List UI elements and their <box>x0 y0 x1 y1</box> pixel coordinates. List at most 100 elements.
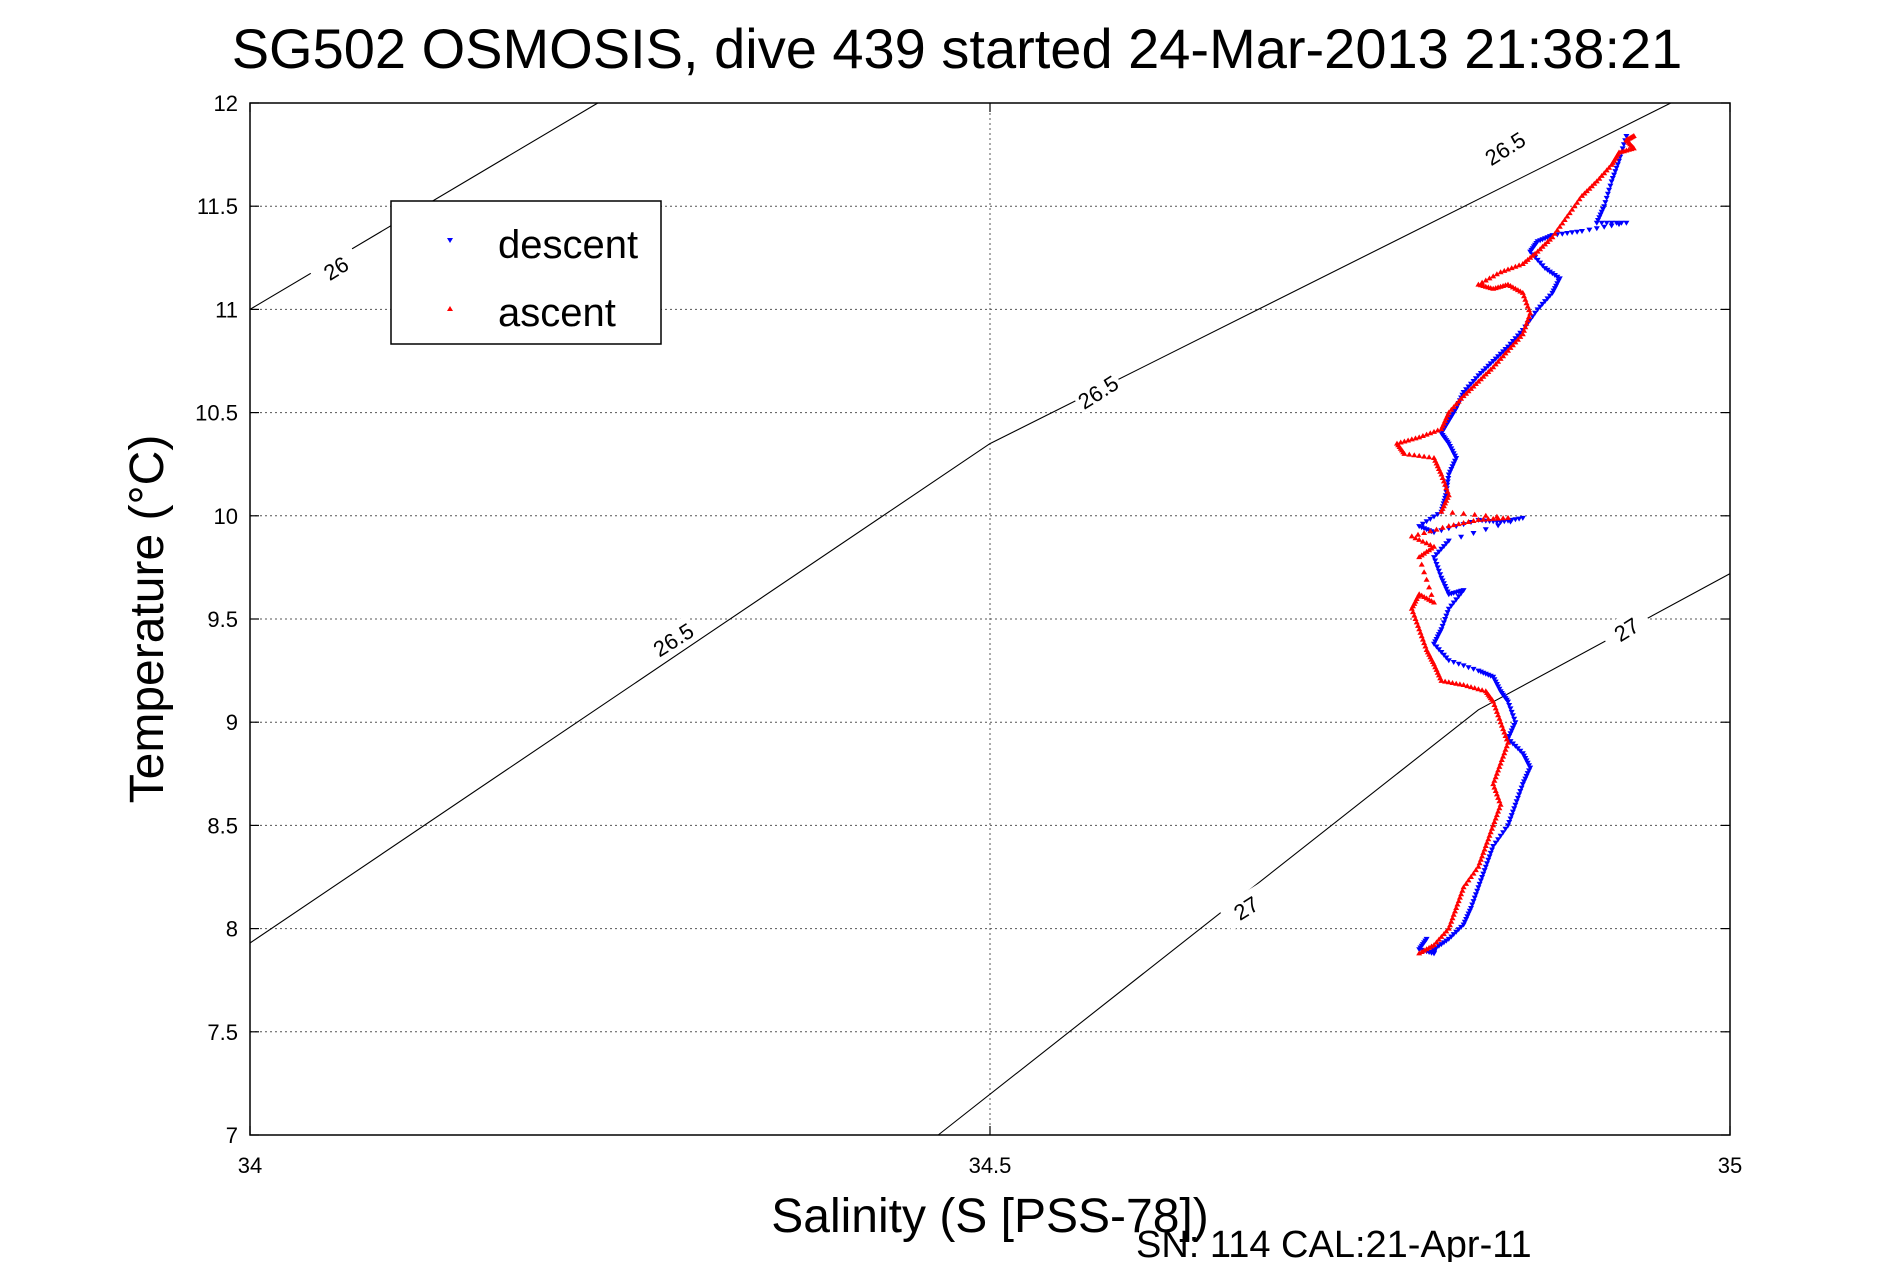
descent-point <box>1458 591 1465 597</box>
ascent-point <box>1443 928 1450 934</box>
ascent-point <box>1489 825 1495 831</box>
ascent-point <box>1445 492 1452 498</box>
descent-point <box>1613 165 1620 171</box>
ascent-point <box>1423 576 1430 582</box>
descent-point <box>1517 789 1524 794</box>
ascent-point <box>1517 288 1524 294</box>
descent-point <box>1514 795 1521 801</box>
ascent-point <box>1431 455 1437 460</box>
descent-point <box>1464 914 1471 920</box>
y-tick-label: 9 <box>226 710 238 735</box>
ascent-point <box>1435 936 1442 942</box>
ascent-point <box>1472 867 1479 873</box>
descent-point <box>1534 257 1541 263</box>
descent-point <box>1507 731 1514 737</box>
ascent-point <box>1422 643 1429 649</box>
descent-point <box>1508 728 1515 734</box>
ascent-point <box>1490 515 1497 521</box>
ascent-point <box>1475 281 1482 287</box>
ascent-point <box>1438 426 1445 432</box>
ascent-point <box>1503 736 1510 742</box>
descent-point <box>1512 720 1519 726</box>
ascent-point <box>1512 339 1519 345</box>
descent-point <box>1544 296 1551 302</box>
ascent-point <box>1460 520 1467 525</box>
descent-point <box>1471 895 1478 901</box>
descent-point <box>1444 589 1451 595</box>
ascent-point <box>1507 283 1514 288</box>
descent-point <box>1432 558 1439 564</box>
ascent-point <box>1465 877 1472 883</box>
ascent-point <box>1406 451 1413 457</box>
ascent-point <box>1440 931 1447 937</box>
ascent-point <box>1475 863 1482 869</box>
ascent-point <box>1423 946 1430 952</box>
ascent-point <box>1503 743 1510 749</box>
ascent-point <box>1480 849 1487 855</box>
ascent-point <box>1512 285 1519 291</box>
ascent-point <box>1554 227 1561 233</box>
ascent-point <box>1495 712 1502 718</box>
descent-point <box>1495 523 1502 529</box>
ascent-point <box>1440 478 1447 484</box>
ascent-point <box>1416 950 1423 956</box>
ascent-point <box>1598 172 1605 178</box>
descent-point <box>1595 218 1601 223</box>
contour-label-gap <box>1477 123 1532 172</box>
descent-point <box>1427 516 1434 522</box>
ascent-point <box>1502 733 1509 738</box>
descent-point <box>1579 229 1585 234</box>
ascent-point <box>1437 468 1444 474</box>
descent-point <box>1519 515 1526 521</box>
y-tick-label: 11.5 <box>197 194 238 219</box>
ascent-point <box>1448 918 1455 924</box>
ascent-point <box>1497 760 1504 766</box>
ascent-point <box>1496 715 1503 721</box>
ascent-point <box>1505 739 1511 745</box>
descent-point <box>1523 773 1530 779</box>
ascent-point <box>1439 475 1446 480</box>
ascent-point <box>1593 178 1600 184</box>
ascent-point <box>1431 599 1437 605</box>
descent-point <box>1443 655 1450 661</box>
contour-label-gap <box>308 243 363 292</box>
x-axis-ticks: 34 34.5 35 <box>238 103 1742 1178</box>
descent-point <box>1497 520 1504 525</box>
ascent-point <box>1427 430 1434 436</box>
descent-point <box>1549 290 1556 296</box>
descent-point <box>1437 572 1444 578</box>
descent-point <box>1442 493 1449 499</box>
ascent-point <box>1601 170 1608 176</box>
legend-descent-label: descent <box>498 223 638 267</box>
y-tick-label: 12 <box>214 91 238 116</box>
ascent-point <box>1460 510 1467 516</box>
ascent-point <box>1524 303 1531 309</box>
y-tick-label: 10.5 <box>195 401 238 426</box>
descent-point <box>1419 521 1426 527</box>
descent-point <box>1431 555 1437 561</box>
footnote: SN: 114 CAL:21-Apr-11 <box>1136 1224 1532 1262</box>
descent-point <box>1450 660 1457 665</box>
descent-point <box>1452 458 1458 464</box>
descent-point <box>1445 476 1452 481</box>
ascent-point <box>1418 633 1425 639</box>
ascent-point <box>1442 481 1449 487</box>
descent-point <box>1445 658 1452 664</box>
descent-point <box>1500 830 1507 836</box>
ascent-point <box>1442 417 1449 423</box>
ascent-point <box>1480 516 1487 522</box>
ascent-point <box>1523 320 1530 326</box>
ascent-point <box>1493 271 1500 277</box>
ascent-point <box>1495 358 1502 364</box>
contour-label-gap <box>645 615 700 663</box>
descent-point <box>1482 527 1489 533</box>
descent-point <box>1423 519 1430 525</box>
ascent-point <box>1455 521 1462 527</box>
descent-point <box>1593 220 1600 226</box>
ascent-point <box>1444 494 1451 500</box>
ascent-point <box>1596 175 1603 181</box>
ascent-point <box>1439 505 1446 511</box>
descent-point <box>1598 220 1605 226</box>
ascent-point <box>1519 331 1526 337</box>
ascent-point <box>1417 629 1424 635</box>
